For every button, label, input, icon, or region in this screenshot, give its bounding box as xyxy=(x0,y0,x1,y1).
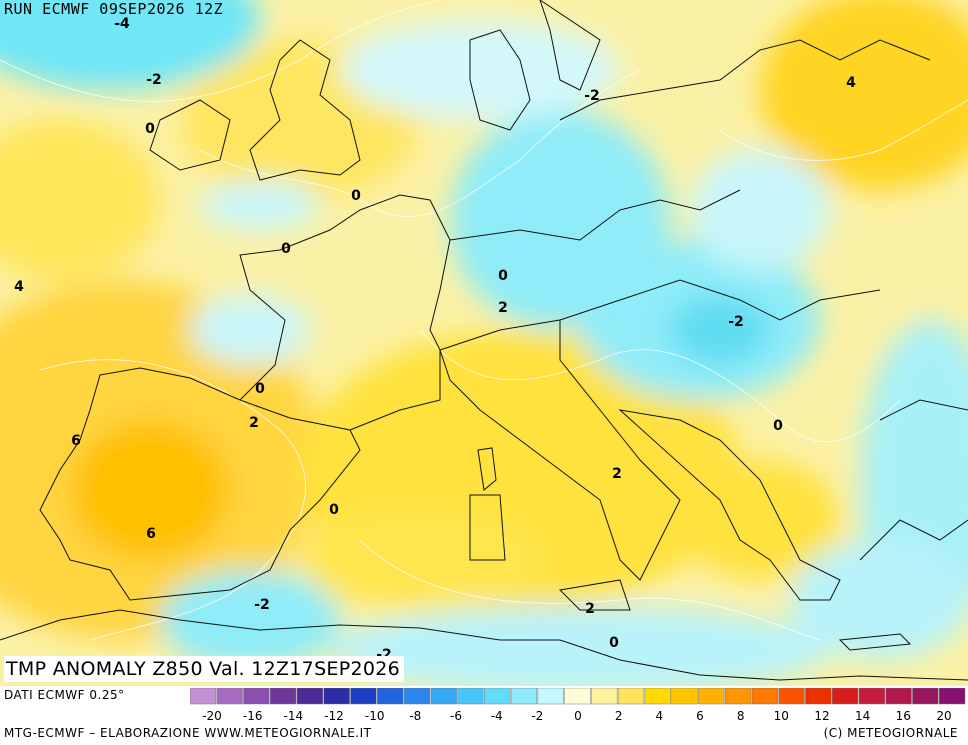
legend-swatch xyxy=(270,688,297,705)
legend-tick-label: -14 xyxy=(283,709,303,723)
legend-tick-label: -20 xyxy=(202,709,222,723)
copyright: (C) METEOGIORNALE xyxy=(823,726,958,740)
legend-tick-label: 14 xyxy=(855,709,870,723)
legend-swatch xyxy=(377,688,404,705)
legend-swatch xyxy=(805,688,832,705)
contour-label: 2 xyxy=(585,601,595,617)
legend-swatch xyxy=(591,688,618,705)
legend-tick-label: 10 xyxy=(774,709,789,723)
contour-label: 0 xyxy=(281,241,291,257)
legend-swatch xyxy=(831,688,859,705)
contour-label: 0 xyxy=(609,635,619,651)
legend-swatch xyxy=(484,688,511,705)
legend-swatch xyxy=(216,688,243,705)
legend-swatch xyxy=(430,688,457,705)
legend-swatch xyxy=(751,688,778,705)
contour-labels: -4 -2 0 -2 0 0 0 2 4 0 2 6 6 0 -2 -2 -2 … xyxy=(14,16,856,663)
legend-tick-label: 6 xyxy=(696,709,704,723)
contour-label: 6 xyxy=(146,526,156,542)
credits: MTG-ECMWF – ELABORAZIONE WWW.METEOGIORNA… xyxy=(4,726,372,740)
legend-swatch xyxy=(644,688,671,705)
legend-tick-label: 12 xyxy=(814,709,829,723)
legend-tick-label: 2 xyxy=(615,709,623,723)
legend-tick-label: -6 xyxy=(450,709,462,723)
legend-swatch xyxy=(778,688,805,705)
legend-swatch xyxy=(510,688,538,705)
legend-tick-label: -4 xyxy=(491,709,503,723)
legend-tick-label: -16 xyxy=(243,709,263,723)
color-scale-legend: -20 -16 -14 -12 -10 -8 -6 -4 -2 0 2 4 6 8 10 12 14 16 20 xyxy=(190,688,966,723)
contour-label: 2 xyxy=(498,300,508,316)
legend-swatch xyxy=(885,688,912,705)
legend-tick-label: -2 xyxy=(531,709,543,723)
contour-label: -2 xyxy=(146,72,162,88)
legend-swatch xyxy=(912,688,939,705)
contour-label: -2 xyxy=(584,88,600,104)
legend-swatch xyxy=(243,688,270,705)
legend-swatch xyxy=(671,688,698,705)
contour-label: -4 xyxy=(114,16,130,32)
contour-label: 4 xyxy=(846,75,856,91)
contour-label: 0 xyxy=(329,502,339,518)
run-label: RUN ECMWF 09SEP2026 12Z xyxy=(4,0,224,18)
legend-tick-label: -10 xyxy=(365,709,385,723)
legend-tick-label: 0 xyxy=(574,709,582,723)
contour-label: 2 xyxy=(249,415,259,431)
legend-swatch xyxy=(617,688,645,705)
legend-tick-label: 16 xyxy=(896,709,911,723)
legend-swatches xyxy=(190,688,966,705)
legend-swatch xyxy=(724,688,752,705)
legend-tick-label: -12 xyxy=(324,709,344,723)
contour-label: 0 xyxy=(145,121,155,137)
legend-tick-label: 4 xyxy=(655,709,663,723)
contour-label: 0 xyxy=(773,418,783,434)
legend-tick-label: -8 xyxy=(409,709,421,723)
legend-swatch xyxy=(938,688,966,705)
legend-swatch xyxy=(564,688,591,705)
legend-swatch xyxy=(537,688,564,705)
legend-swatch xyxy=(296,688,324,705)
contour-label: 4 xyxy=(14,279,24,295)
legend-swatch xyxy=(698,688,725,705)
map-title: TMP ANOMALY Z850 Val. 12Z17SEP2026 xyxy=(4,656,405,682)
contour-label: 2 xyxy=(612,466,622,482)
coastlines xyxy=(0,0,968,681)
contour-label: -2 xyxy=(254,597,270,613)
legend-swatch xyxy=(858,688,885,705)
contour-label: 6 xyxy=(71,433,81,449)
legend-swatch xyxy=(323,688,350,705)
legend-swatch xyxy=(350,688,377,705)
contour-label: 0 xyxy=(255,381,265,397)
temperature-anomaly-map: -4 -2 0 -2 0 0 0 2 4 0 2 6 6 0 -2 -2 -2 … xyxy=(0,0,968,686)
legend-swatch xyxy=(190,688,217,705)
legend-swatch xyxy=(403,688,431,705)
contour-label: 0 xyxy=(351,188,361,204)
contour-label: 0 xyxy=(498,268,508,284)
contour-label: -2 xyxy=(728,314,744,330)
data-source: DATI ECMWF 0.25° xyxy=(4,688,125,702)
contour-lines xyxy=(0,0,968,641)
legend-ticks: -20 -16 -14 -12 -10 -8 -6 -4 -2 0 2 4 6 8 10 12 14 16 20 xyxy=(202,709,951,723)
legend-tick-label: 8 xyxy=(737,709,745,723)
legend-tick-label: 20 xyxy=(936,709,951,723)
legend-swatch xyxy=(457,688,484,705)
